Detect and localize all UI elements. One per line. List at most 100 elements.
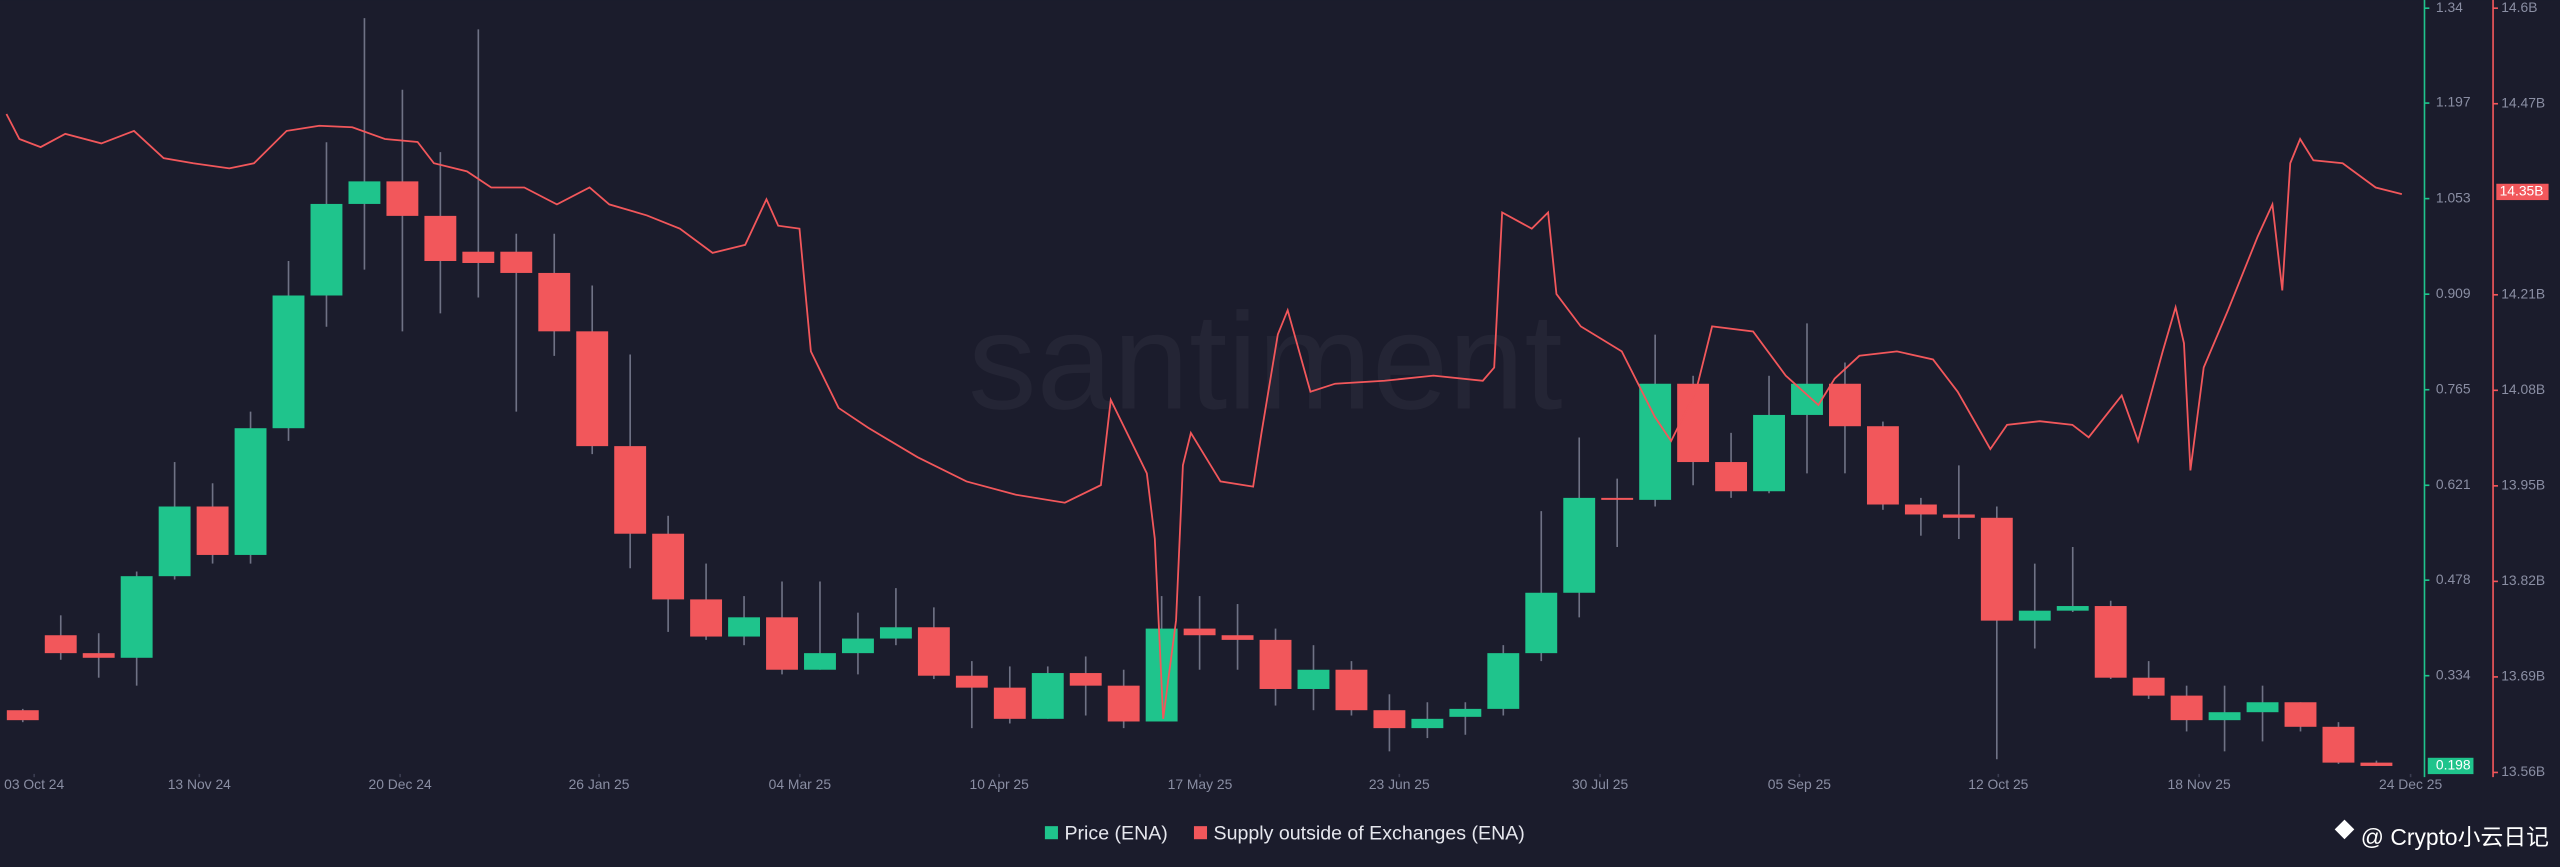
x-tick-label: 30 Jul 25 (1572, 776, 1629, 792)
candle-body (993, 687, 1026, 719)
candle-body (1942, 514, 1975, 518)
candle-body (158, 506, 191, 577)
y-tick-label: 0.334 (2436, 666, 2471, 682)
x-tick-label: 17 May 25 (1168, 776, 1233, 792)
y2-tick-label: 14.6B (2501, 0, 2537, 15)
candle-body (766, 617, 798, 670)
watermark: santiment (968, 286, 1563, 439)
x-tick-label: 05 Sep 25 (1768, 776, 1831, 792)
candle-body (955, 675, 988, 688)
candle-body (1715, 462, 1748, 492)
candle-body (2208, 712, 2241, 721)
y-tick-label: 0.909 (2436, 285, 2471, 301)
candle-body (879, 627, 912, 639)
candle-body (1449, 708, 1482, 717)
candle-body (2322, 726, 2355, 763)
x-tick-label: 03 Oct 24 (4, 776, 64, 792)
candle-body (538, 272, 571, 332)
candle-body (1829, 383, 1861, 427)
legend: Price (ENA) Supply outside of Exchanges (… (1044, 822, 1525, 844)
candle-body (1107, 685, 1140, 722)
supply-badge-label: 14.35B (2500, 183, 2544, 199)
candle-body (6, 710, 39, 721)
candle-body (2246, 702, 2279, 713)
y2-tick-label: 13.69B (2501, 668, 2545, 684)
candle-body (1980, 517, 2013, 621)
candle-body (917, 627, 950, 676)
candle-body (1297, 669, 1330, 689)
candle-body (2094, 606, 2127, 678)
x-tick-label: 18 Nov 25 (2168, 776, 2231, 792)
candle-body (614, 446, 647, 534)
candle-body (120, 576, 153, 658)
candle-body (82, 653, 115, 658)
candle-body (652, 533, 685, 600)
y2-tick-label: 14.08B (2501, 381, 2545, 397)
candle-body (2284, 702, 2317, 727)
y-tick-label: 1.34 (2436, 0, 2463, 15)
candle-body (44, 635, 77, 654)
candle-body (576, 331, 609, 447)
candle-body (1639, 383, 1672, 500)
y2-tick-label: 13.82B (2501, 572, 2545, 588)
y-tick-label: 0.478 (2436, 571, 2471, 587)
plot-area (5, 18, 2403, 766)
credit: @ Crypto小云日记 (2334, 819, 2549, 850)
candle-body (1411, 718, 1444, 729)
y-tick-label: 0.621 (2436, 476, 2471, 492)
x-tick-label: 20 Dec 24 (369, 776, 432, 792)
x-tick-label: 24 Dec 25 (2379, 776, 2442, 792)
candle-body (196, 506, 229, 555)
candle-body (1259, 639, 1292, 689)
candle-body (1183, 628, 1216, 636)
supply-line (5, 113, 2403, 719)
supply-badge (2496, 183, 2549, 201)
candle-body (1487, 653, 1520, 709)
x-tick-label: 13 Nov 24 (168, 776, 231, 792)
candle-body (272, 295, 305, 429)
candle-body (1525, 592, 1558, 654)
y2-tick-label: 13.56B (2501, 763, 2545, 779)
price-badge (2427, 757, 2474, 775)
y2-tick-label: 13.95B (2501, 477, 2545, 493)
candle-body (1791, 383, 1823, 415)
candle-body (1069, 673, 1102, 686)
x-tick-label: 04 Mar 25 (769, 776, 832, 792)
candle-body (310, 203, 343, 296)
x-tick-label: 10 Apr 25 (969, 776, 1029, 792)
x-tick-label: 23 Jun 25 (1369, 776, 1430, 792)
candle-body (386, 181, 419, 216)
candle-body (500, 251, 533, 273)
candle-body (1563, 497, 1596, 593)
y2-tick-label: 14.21B (2501, 285, 2545, 301)
credit-text: @ Crypto小云日记 (2361, 824, 2549, 850)
x-tick-label: 12 Oct 25 (1968, 776, 2028, 792)
candle-body (1601, 497, 1634, 500)
price-badge-label: 0.198 (2436, 757, 2471, 773)
x-tick-label: 26 Jan 25 (569, 776, 630, 792)
candle-body (728, 617, 761, 637)
candle-body (2360, 762, 2393, 766)
legend-label: Supply outside of Exchanges (ENA) (1214, 822, 1525, 844)
candle-body (2170, 695, 2203, 721)
y-tick-label: 1.197 (2436, 94, 2471, 110)
y2-tick-label: 14.47B (2501, 94, 2545, 110)
candle-body (1373, 710, 1406, 729)
legend-label: Price (ENA) (1064, 822, 1167, 844)
credit-icon (2334, 819, 2355, 840)
candle-body (1335, 669, 1368, 711)
candle-body (1866, 426, 1899, 505)
candle-body (841, 638, 874, 654)
candle-body (1753, 414, 1785, 492)
y-tick-label: 0.765 (2436, 380, 2471, 396)
y-tick-label: 1.053 (2436, 189, 2471, 205)
candle-body (2132, 677, 2165, 696)
candle-body (690, 599, 723, 637)
candle-body (804, 653, 836, 670)
candle-body (234, 428, 267, 555)
candle-body (1221, 635, 1254, 640)
legend-swatch (1044, 826, 1058, 840)
